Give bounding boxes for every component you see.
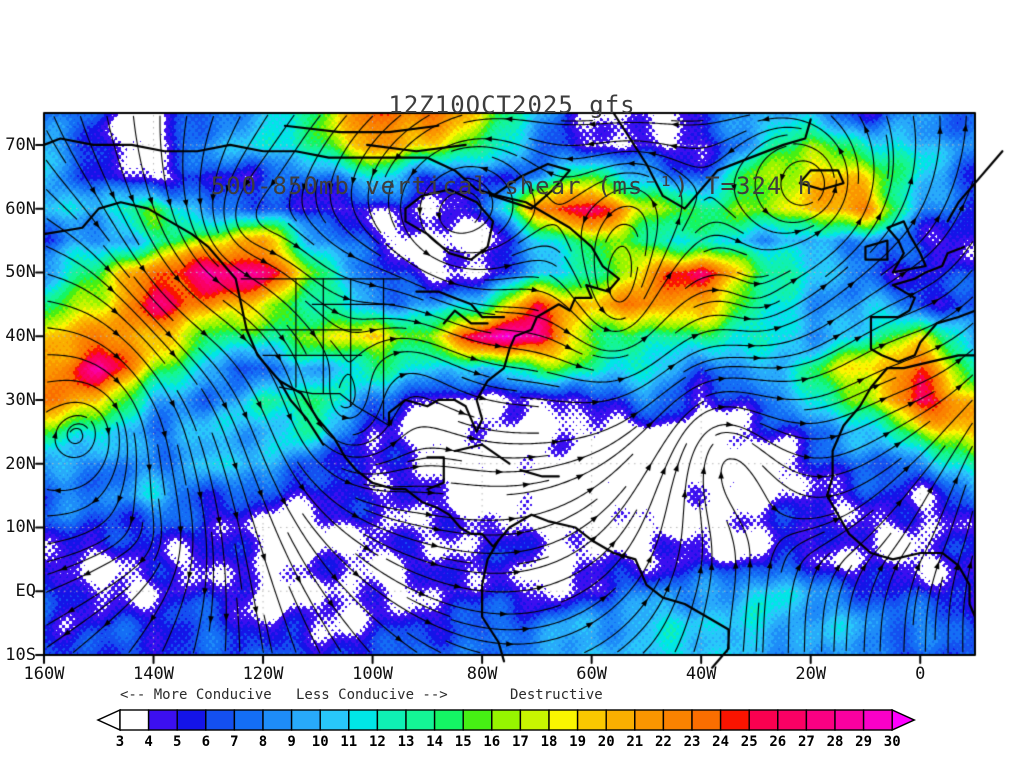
title-field-line: 500-850mb vertical shear (ms⁻¹) T=324 h [210,172,814,200]
lon-tick-label: 80W [466,664,498,684]
colorbar-tick-label: 25 [741,734,758,750]
lat-tick-label: 10S [5,645,36,665]
lon-tick-label: 100W [352,664,394,684]
colorbar-tick-label: 11 [340,734,357,750]
lat-tick-label: EQ [15,581,36,602]
colorbar-cell [491,709,522,731]
colorbar-tick-label: 28 [827,734,844,750]
colorbar-cell [834,709,865,731]
colorbar-under-arrow [96,708,121,732]
colorbar-tick-label: 24 [712,734,729,750]
lon-tick-label: 160W [23,664,65,684]
colorbar-cell [119,709,150,731]
lat-tick-label: 30N [5,389,36,410]
page-title: 12Z10OCT2025 gfs 500-850mb vertical shea… [0,38,1024,254]
colorbar-tick-label: 7 [230,734,238,750]
lat-tick-label: 50N [5,262,36,283]
colorbar-tick-label: 5 [173,734,181,750]
colorbar-cell [319,709,350,731]
colorbar-cell [862,709,893,731]
colorbar-tick-label: 13 [398,734,415,750]
colorbar-tick-label: 18 [541,734,558,750]
colorbar-tick-label: 21 [626,734,643,750]
colorbar-tick-label: 8 [259,734,267,750]
colorbar-cell [777,709,808,731]
colorbar-cell [748,709,779,731]
lon-tick-label: 120W [242,664,284,684]
colorbar-tick-label: 14 [426,734,443,750]
colorbar-cell [376,709,407,731]
colorbar-tick-label: 15 [455,734,472,750]
colorbar-cell [233,709,264,731]
colorbar-tick-label: 3 [116,734,124,750]
colorbar-cell [290,709,321,731]
lon-tick-label: 60W [576,664,607,684]
lon-tick-label: 20W [795,664,827,684]
colorbar-tick-label: 20 [598,734,615,750]
colorbar-tick-label: 10 [312,734,329,750]
colorbar-cell [147,709,178,731]
colorbar-cell [205,709,236,731]
colorbar-cell [176,709,207,731]
lat-tick-label: 60N [5,198,36,219]
colorbar: 3 4 5 6 7 8 9 10 11 12 13 14 15 16 17 18 19 20 21 22 23 24 25 2… [92,706,926,758]
colorbar-cell [805,709,836,731]
colorbar-tick-label: 27 [798,734,815,750]
colorbar-tick-label: 23 [684,734,701,750]
colorbar-cell [548,709,579,731]
colorbar-svg: 3 4 5 6 7 8 9 10 11 12 13 14 15 16 17 18 19 20 21 22 23 24 25 2… [96,708,917,750]
colorbar-tick-label: 19 [569,734,586,750]
colorbar-cell [576,709,607,731]
colorbar-tick-label: 22 [655,734,672,750]
lat-tick-label: 40N [5,326,36,347]
colorbar-tick-label: 16 [483,734,500,750]
colorbar-cell [662,709,693,731]
colorbar-tick-label: 6 [202,734,210,750]
lat-tick-label: 10N [5,517,36,538]
colorbar-cell [348,709,379,731]
colorbar-over-arrow [891,708,917,732]
colorbar-tick-label: 9 [287,734,295,750]
colorbar-tick-label: 17 [512,734,529,750]
colorbar-cell [462,709,493,731]
title-run-line: 12Z10OCT2025 gfs [388,91,636,119]
lon-tick-label: 0 [915,664,926,684]
colorbar-cell [634,709,665,731]
colorbar-cell [262,709,293,731]
colorbar-cell [719,709,750,731]
colorbar-tick-label: 29 [855,734,872,750]
colorbar-cell [405,709,436,731]
lon-tick-label: 140W [133,664,174,684]
colorbar-cell [519,709,550,731]
lon-tick-label: 40W [685,664,717,684]
colorbar-cell [691,709,722,731]
colorbar-tick-label: 12 [369,734,386,750]
colorbar-tick-label: 4 [144,734,152,750]
lat-tick-label: 20N [5,453,36,474]
colorbar-tick-label: 30 [884,734,901,750]
colorbar-cell [433,709,464,731]
colorbar-cell [605,709,636,731]
lat-tick-label: 70N [5,134,36,155]
colorbar-tick-label: 26 [769,734,786,750]
